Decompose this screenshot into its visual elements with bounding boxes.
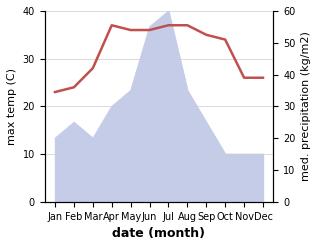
Y-axis label: med. precipitation (kg/m2): med. precipitation (kg/m2) [301, 31, 311, 181]
Y-axis label: max temp (C): max temp (C) [7, 68, 17, 145]
X-axis label: date (month): date (month) [113, 227, 205, 240]
